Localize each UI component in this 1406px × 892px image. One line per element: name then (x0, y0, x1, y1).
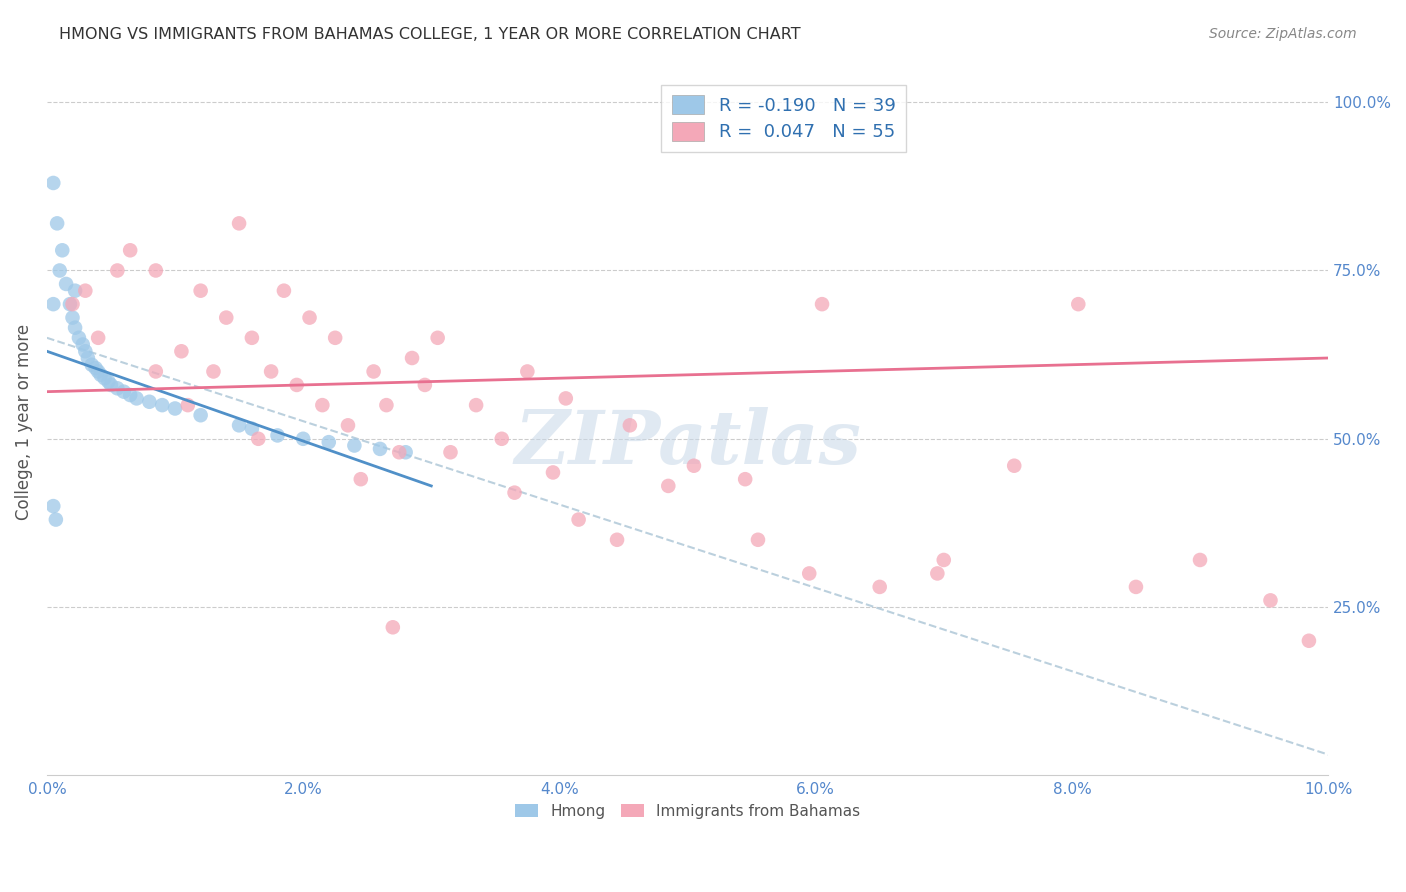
Point (747, 533, 769, 547)
Point (657, 479, 679, 493)
Point (190, 409, 212, 423)
Point (343, 438, 366, 452)
Point (63, 320, 86, 334)
Point (292, 432, 315, 446)
Point (363, 364, 385, 378)
Point (145, 263, 167, 277)
Point (927, 566, 949, 581)
Point (516, 364, 538, 378)
Point (395, 445, 418, 459)
Point (228, 418, 250, 433)
Point (112, 384, 135, 399)
Point (1260, 593, 1282, 607)
Point (138, 394, 160, 409)
Point (311, 398, 333, 412)
Point (51, 244, 73, 258)
Text: HMONG VS IMMIGRANTS FROM BAHAMAS COLLEGE, 1 YEAR OR MORE CORRELATION CHART: HMONG VS IMMIGRANTS FROM BAHAMAS COLLEGE… (59, 27, 800, 42)
Point (72, 337, 94, 351)
Point (105, 381, 128, 395)
Point (80, 358, 103, 372)
Point (606, 533, 628, 547)
Point (619, 418, 641, 433)
Point (323, 331, 346, 345)
Point (120, 388, 142, 402)
Point (93, 371, 115, 385)
Point (734, 472, 756, 486)
Point (273, 284, 295, 298)
Point (62, 310, 84, 325)
Point (84, 361, 107, 376)
Point (90, 368, 112, 382)
Point (811, 297, 834, 311)
Point (869, 580, 891, 594)
Point (375, 398, 398, 412)
Point (388, 445, 411, 459)
Point (240, 422, 263, 436)
Point (247, 432, 270, 446)
Point (439, 445, 461, 459)
Point (413, 378, 436, 392)
Point (120, 244, 142, 258)
Point (42, 499, 65, 513)
Point (45, 512, 67, 526)
Point (145, 364, 167, 378)
Point (541, 466, 564, 480)
Point (1298, 633, 1320, 648)
Point (170, 344, 193, 359)
Legend: Hmong, Immigrants from Bahamas: Hmong, Immigrants from Bahamas (509, 797, 866, 825)
Point (285, 378, 308, 392)
Point (215, 310, 238, 325)
Text: Source: ZipAtlas.com: Source: ZipAtlas.com (1209, 27, 1357, 41)
Point (87, 331, 110, 345)
Point (683, 458, 706, 473)
Point (46, 216, 69, 230)
Point (401, 351, 423, 365)
Point (368, 442, 391, 456)
Point (240, 331, 263, 345)
Point (125, 392, 148, 406)
Point (190, 284, 212, 298)
Point (318, 435, 340, 450)
Point (42, 297, 65, 311)
Point (48, 263, 70, 277)
Point (1188, 553, 1211, 567)
Point (75, 344, 97, 359)
Point (503, 485, 526, 500)
Point (87, 364, 110, 378)
Point (381, 620, 404, 634)
Point (163, 401, 186, 416)
Point (260, 364, 283, 378)
Point (932, 553, 955, 567)
Point (55, 277, 77, 291)
Point (77, 351, 100, 365)
Point (568, 512, 591, 526)
Point (336, 418, 359, 433)
Point (426, 331, 449, 345)
Point (75, 284, 97, 298)
Point (59, 297, 82, 311)
Point (1125, 580, 1147, 594)
Point (100, 378, 122, 392)
Point (298, 310, 321, 325)
Point (266, 428, 288, 442)
Point (62, 297, 84, 311)
Point (177, 398, 200, 412)
Y-axis label: College, 1 year or more: College, 1 year or more (15, 324, 32, 520)
Point (97, 375, 120, 389)
Point (150, 398, 173, 412)
Text: ZIPatlas: ZIPatlas (515, 407, 860, 479)
Point (1002, 458, 1025, 473)
Point (465, 398, 488, 412)
Point (42, 176, 65, 190)
Point (67, 331, 90, 345)
Point (202, 364, 225, 378)
Point (63, 284, 86, 298)
Point (350, 472, 373, 486)
Point (105, 263, 128, 277)
Point (799, 566, 821, 581)
Point (491, 432, 513, 446)
Point (228, 216, 250, 230)
Point (554, 392, 576, 406)
Point (1067, 297, 1090, 311)
